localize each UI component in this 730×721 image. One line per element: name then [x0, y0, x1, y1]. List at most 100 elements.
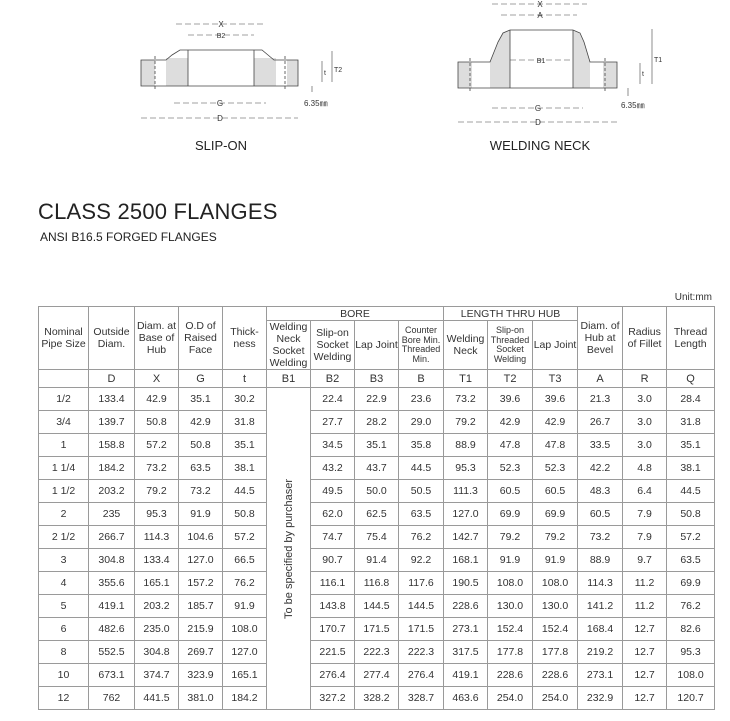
value-cell: 95.3: [666, 640, 716, 664]
value-cell: 62.0: [310, 502, 355, 526]
value-cell: 168.4: [577, 617, 624, 641]
value-cell: 90.7: [310, 548, 355, 572]
value-cell: 108.0: [666, 663, 716, 687]
value-cell: 47.8: [487, 433, 534, 457]
value-cell: 7.9: [622, 502, 668, 526]
value-cell: 142.7: [443, 525, 489, 549]
value-cell: 276.4: [310, 663, 355, 687]
value-cell: 79.2: [134, 479, 179, 503]
pipe-size-cell: 1/2: [38, 387, 89, 411]
value-cell: 44.5: [397, 456, 445, 480]
symbol-cell: X: [134, 369, 179, 388]
value-cell: 12.7: [622, 617, 668, 641]
header-raised-face-od: O.D of Raised Face: [178, 306, 223, 370]
value-cell: 74.7: [310, 525, 355, 549]
value-cell: 762: [88, 686, 135, 710]
value-cell: 463.6: [443, 686, 489, 710]
value-cell: 144.5: [354, 594, 399, 618]
value-cell: 73.2: [443, 387, 489, 411]
header-thread-length: Thread Length: [666, 306, 716, 370]
welding-neck-raised-face-label: 6.35㎜: [621, 101, 645, 110]
symbol-cell: A: [577, 369, 624, 388]
value-cell: 133.4: [134, 548, 179, 572]
welding-neck-t-label: t: [642, 71, 644, 78]
value-cell: 4.8: [622, 456, 668, 480]
value-cell: 139.7: [88, 410, 135, 434]
value-cell: 143.8: [310, 594, 355, 618]
slip-on-diagram: [140, 23, 333, 119]
value-cell: 12.7: [622, 640, 668, 664]
flange-diagrams: X B2 G D t T2 6.35㎜ X A B1: [140, 0, 662, 127]
value-cell: 355.6: [88, 571, 135, 595]
header-counter-bore: Counter Bore Min. Threaded Min.: [397, 320, 445, 370]
value-cell: 88.9: [443, 433, 489, 457]
value-cell: 43.7: [354, 456, 399, 480]
page-subtitle: ANSI B16.5 FORGED FLANGES: [40, 230, 217, 244]
value-cell: 323.9: [178, 663, 223, 687]
value-cell: 11.2: [622, 571, 668, 595]
unit-label: Unit:mm: [674, 292, 712, 303]
pipe-size-cell: 1 1/2: [38, 479, 89, 503]
value-cell: 79.2: [487, 525, 534, 549]
value-cell: 42.9: [487, 410, 534, 434]
value-cell: 39.6: [487, 387, 534, 411]
value-cell: 79.2: [443, 410, 489, 434]
value-cell: 27.7: [310, 410, 355, 434]
value-cell: 76.2: [666, 594, 716, 618]
value-cell: 170.7: [310, 617, 355, 641]
value-cell: 57.2: [134, 433, 179, 457]
value-cell: 39.6: [532, 387, 579, 411]
value-cell: 50.8: [178, 433, 223, 457]
value-cell: 69.9: [487, 502, 534, 526]
value-cell: 69.9: [666, 571, 716, 595]
value-cell: 95.3: [134, 502, 179, 526]
value-cell: 44.5: [222, 479, 267, 503]
value-cell: 34.5: [310, 433, 355, 457]
value-cell: 76.2: [222, 571, 267, 595]
header-group-bore: BORE: [265, 306, 445, 321]
value-cell: 3.0: [622, 387, 668, 411]
symbol-cell: B: [397, 369, 445, 388]
value-cell: 91.9: [178, 502, 223, 526]
pipe-size-cell: 4: [38, 571, 89, 595]
pipe-size-cell: 1: [38, 433, 89, 457]
value-cell: 114.3: [577, 571, 624, 595]
value-cell: 50.5: [397, 479, 445, 503]
value-cell: 52.3: [487, 456, 534, 480]
value-cell: 60.5: [487, 479, 534, 503]
value-cell: 219.2: [577, 640, 624, 664]
table-row: 3/4 139.7 50.8 42.9 31.8 27.7 28.2 29.0 79.2 42.9…: [38, 410, 716, 434]
value-cell: 127.0: [443, 502, 489, 526]
value-cell: 328.2: [354, 686, 399, 710]
value-cell: 419.1: [88, 594, 135, 618]
table-row: 2 235 95.3 91.9 50.8 62.0 62.5 63.5 127.0 69.9 69.…: [38, 502, 716, 526]
value-cell: 38.1: [222, 456, 267, 480]
value-cell: 47.8: [532, 433, 579, 457]
welding-neck-b1-label: B1: [537, 58, 546, 65]
value-cell: 30.2: [222, 387, 267, 411]
value-cell: 441.5: [134, 686, 179, 710]
symbol-cell: B3: [354, 369, 399, 388]
value-cell: 73.2: [178, 479, 223, 503]
welding-neck-diagram: [457, 3, 653, 123]
value-cell: 273.1: [443, 617, 489, 641]
value-cell: 57.2: [222, 525, 267, 549]
table-row: 8 552.5 304.8 269.7 127.0 221.5 222.3 222.3 317.…: [38, 640, 716, 664]
table-row: 1 1/4 184.2 73.2 63.5 38.1 43.2 43.7 44.5 95.3 52…: [38, 456, 716, 480]
value-cell: 3.0: [622, 410, 668, 434]
value-cell: 165.1: [134, 571, 179, 595]
value-cell: 28.2: [354, 410, 399, 434]
table-row: 12 762 441.5 381.0 184.2 327.2 328.2 328.7 463.6…: [38, 686, 716, 710]
value-cell: 50.8: [666, 502, 716, 526]
value-cell: 185.7: [178, 594, 223, 618]
header-outside-diam: Outside Diam.: [88, 306, 135, 370]
value-cell: 215.9: [178, 617, 223, 641]
table-row: 3 304.8 133.4 127.0 66.5 90.7 91.4 92.2 168.1 91.…: [38, 548, 716, 572]
value-cell: 62.5: [354, 502, 399, 526]
value-cell: 23.6: [397, 387, 445, 411]
welding-neck-t1-label: T1: [654, 57, 662, 64]
value-cell: 171.5: [354, 617, 399, 641]
value-cell: 130.0: [532, 594, 579, 618]
value-cell: 235.0: [134, 617, 179, 641]
value-cell: 168.1: [443, 548, 489, 572]
